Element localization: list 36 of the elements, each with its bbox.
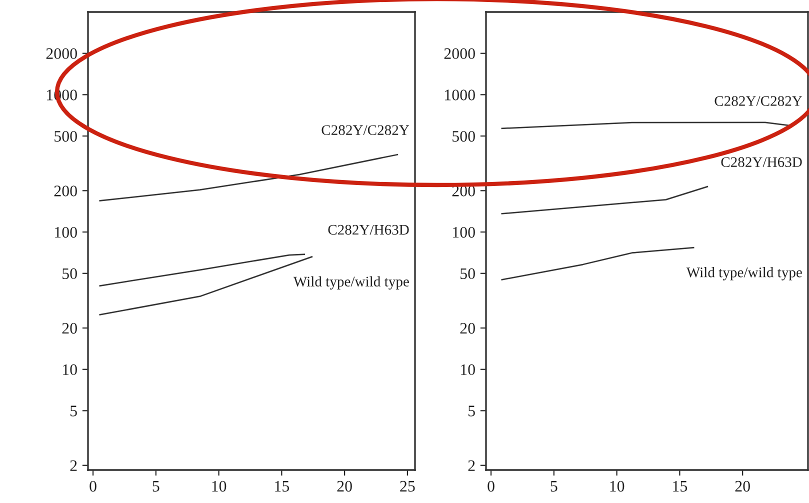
y-tick-label: 2000 <box>46 48 77 60</box>
x-tick-label: 10 <box>212 480 226 492</box>
x-tick-label: 20 <box>337 480 352 492</box>
series-label: Wild type/wild type <box>293 276 409 290</box>
x-tick-label: 0 <box>90 480 96 492</box>
series-label: C282Y/C282Y <box>322 125 410 136</box>
y-tick-label: 500 <box>452 130 475 142</box>
x-tick-label: 5 <box>550 481 558 492</box>
y-tick-label: 2 <box>468 460 475 471</box>
y-tick-label: 2000 <box>444 48 475 60</box>
y-tick-label: 5 <box>468 406 475 416</box>
x-tick-label: 25 <box>400 480 415 492</box>
y-tick-label: 20 <box>460 322 475 334</box>
series-label: C282Y/H63D <box>721 157 802 168</box>
series-label: C282Y/C282Y <box>714 96 802 106</box>
text: C282Y/H63D <box>328 224 409 235</box>
x-tick-label: 20 <box>735 480 750 492</box>
y-tick-label: 1000 <box>445 90 475 100</box>
line-series <box>99 154 398 202</box>
x-tick-label: 15 <box>275 480 290 492</box>
y-tick-label: 50 <box>62 268 77 280</box>
x-tick-label: 10 <box>610 480 624 492</box>
y-tick-label: 50 <box>460 268 475 280</box>
y-tick-label: 20 <box>62 322 77 334</box>
y-tick-label: 100 <box>453 226 475 238</box>
x-tick-label: 5 <box>152 481 160 492</box>
y-tick-label: 200 <box>54 186 77 196</box>
x-tick-label: 15 <box>673 480 688 492</box>
y-tick-label: 100 <box>55 226 77 238</box>
y-tick-label: 5 <box>70 406 77 416</box>
y-tick-label: 10 <box>63 364 77 376</box>
y-tick-label: 2 <box>70 460 77 471</box>
x-tick-label: 0 <box>488 480 494 492</box>
y-tick-label: 500 <box>54 130 77 142</box>
y-tick-label: 10 <box>461 364 475 376</box>
series-label: Wild type/wild type <box>686 267 802 280</box>
